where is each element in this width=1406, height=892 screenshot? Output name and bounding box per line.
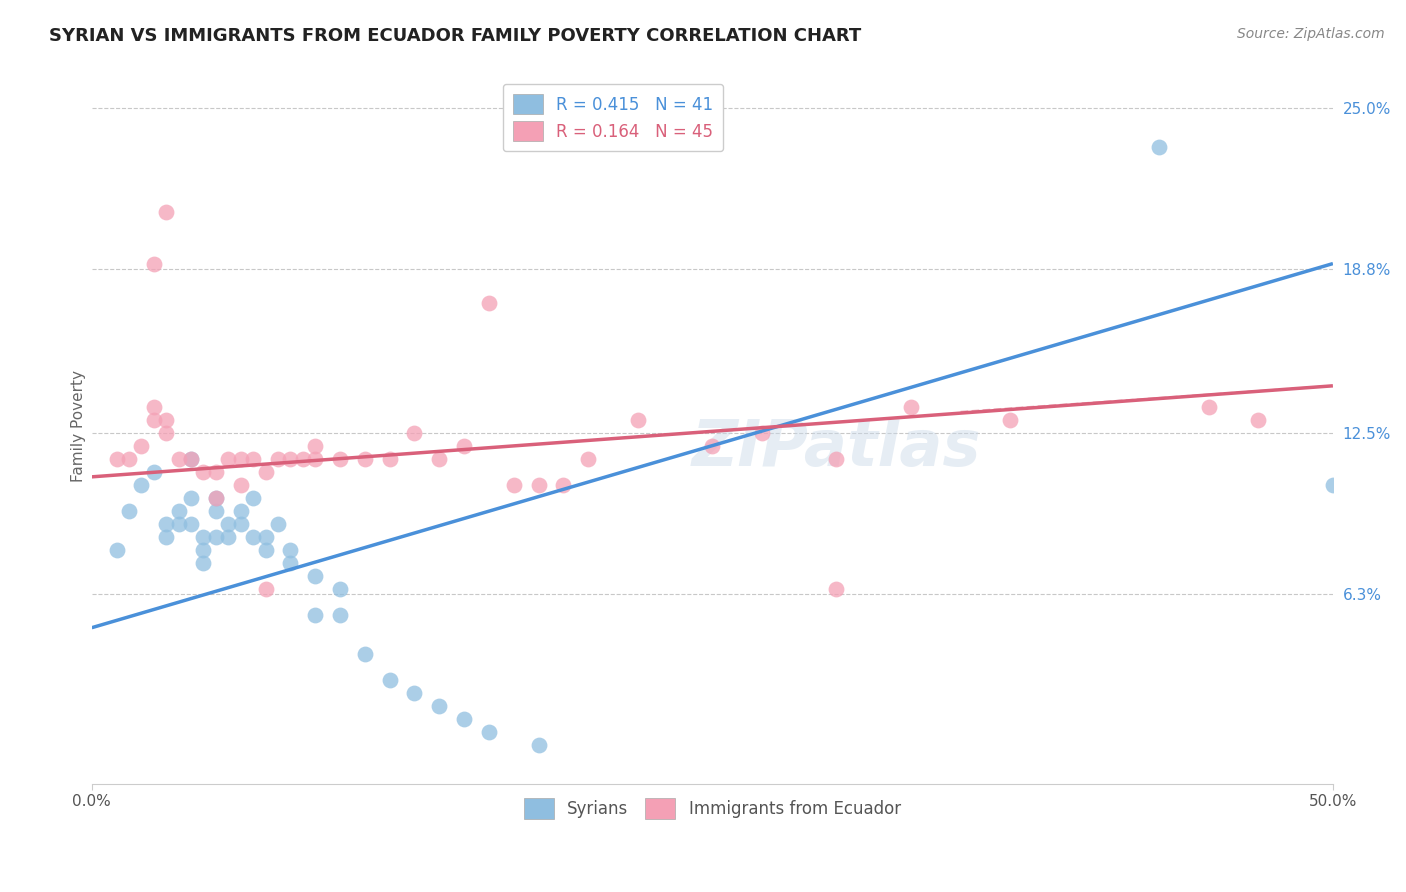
Point [105,451,128,466]
Point [131,477,153,491]
Point [167,516,190,531]
Point [254,465,277,479]
Point [254,542,277,557]
Point [702,439,724,453]
Point [118,503,141,517]
Point [180,451,202,466]
Point [118,451,141,466]
Point [267,516,290,531]
Point [1247,412,1270,426]
Point [142,256,165,270]
Point [217,516,239,531]
Point [378,451,401,466]
Point [502,477,524,491]
Point [167,451,190,466]
Point [267,451,290,466]
Point [627,412,650,426]
Point [478,295,501,310]
Point [180,451,202,466]
Y-axis label: Family Poverty: Family Poverty [72,370,86,483]
Point [304,607,326,622]
Point [131,439,153,453]
Point [155,516,177,531]
Point [254,530,277,544]
Point [229,516,252,531]
Point [155,425,177,440]
Point [242,491,264,505]
Point [304,568,326,582]
Point [167,503,190,517]
Point [155,204,177,219]
Text: Source: ZipAtlas.com: Source: ZipAtlas.com [1237,27,1385,41]
Point [193,556,215,570]
Point [1322,477,1344,491]
Point [329,582,352,596]
Point [1000,412,1022,426]
Point [242,451,264,466]
Point [180,491,202,505]
Point [825,451,848,466]
Point [155,412,177,426]
Point [453,439,475,453]
Point [280,542,302,557]
Point [404,425,426,440]
Point [527,738,550,752]
Point [193,542,215,557]
Point [254,582,277,596]
Point [242,530,264,544]
Point [291,451,314,466]
Point [193,530,215,544]
Point [193,465,215,479]
Point [427,451,450,466]
Point [229,477,252,491]
Point [142,465,165,479]
Point [329,451,352,466]
Point [1198,400,1220,414]
Point [142,412,165,426]
Point [155,530,177,544]
Point [229,451,252,466]
Point [900,400,922,414]
Point [329,607,352,622]
Legend: Syrians, Immigrants from Ecuador: Syrians, Immigrants from Ecuador [517,792,907,825]
Point [205,491,228,505]
Point [427,698,450,713]
Point [825,582,848,596]
Point [527,477,550,491]
Point [105,542,128,557]
Point [217,530,239,544]
Point [205,530,228,544]
Point [553,477,575,491]
Point [353,647,375,661]
Text: ZIPatlas: ZIPatlas [692,417,981,479]
Point [280,451,302,466]
Point [478,724,501,739]
Point [304,439,326,453]
Point [453,712,475,726]
Text: SYRIAN VS IMMIGRANTS FROM ECUADOR FAMILY POVERTY CORRELATION CHART: SYRIAN VS IMMIGRANTS FROM ECUADOR FAMILY… [49,27,862,45]
Point [404,686,426,700]
Point [217,451,239,466]
Point [280,556,302,570]
Point [205,491,228,505]
Point [180,516,202,531]
Point [576,451,599,466]
Point [205,465,228,479]
Point [142,400,165,414]
Point [205,503,228,517]
Point [304,451,326,466]
Point [229,503,252,517]
Point [353,451,375,466]
Point [1147,139,1170,153]
Point [751,425,773,440]
Point [378,673,401,687]
